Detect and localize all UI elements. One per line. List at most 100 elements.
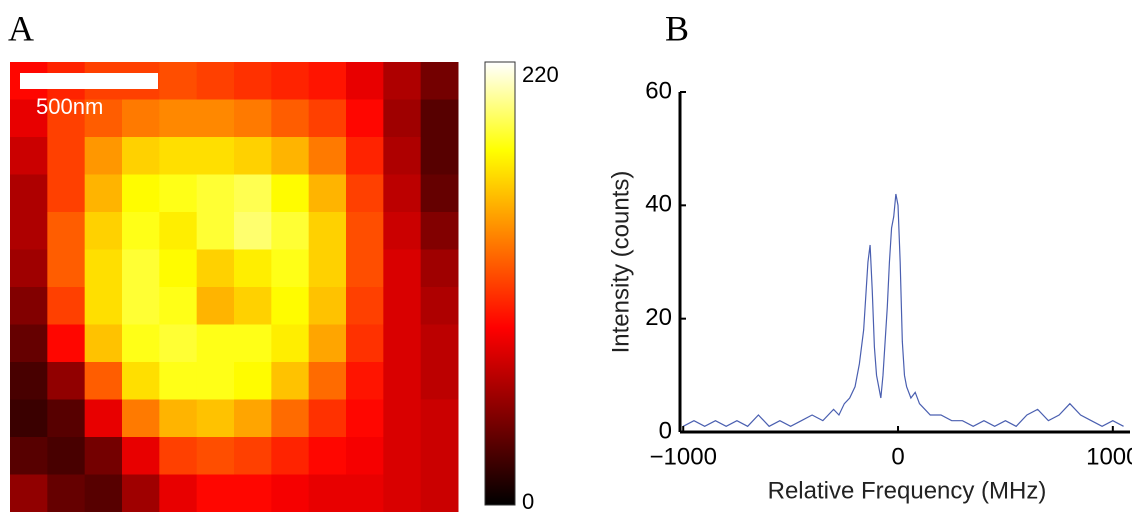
heat-cell [47,212,86,250]
heat-cell [47,437,86,475]
heat-cell [234,437,272,475]
x-tick-label: −1000 [650,443,717,470]
colorbar [484,61,516,506]
heat-cell [234,324,272,363]
heat-cell [84,474,123,513]
heat-cell [271,474,310,513]
heat-cell [10,99,48,138]
heat-cell [308,212,347,250]
heat-cell [159,362,198,400]
heat-cell [10,399,48,438]
heat-cell [383,137,422,175]
heat-cell [159,174,198,213]
y-axis-label: Intensity (counts) [607,171,634,354]
heat-cell [308,362,347,400]
heat-cell [346,362,384,400]
heat-cell [234,99,272,138]
heat-cell [271,137,310,175]
heat-cell [196,474,235,513]
heat-cell [420,99,459,138]
heat-cell [420,362,459,400]
heat-cell [10,249,48,288]
heat-cell [84,362,123,400]
x-tick-label: 0 [891,443,904,470]
heat-cell [159,437,198,475]
heat-cell [234,137,272,175]
heat-cell [420,474,459,513]
heat-cell [196,287,235,325]
heat-cell [346,324,384,363]
heat-cell [308,174,347,213]
heat-cell [383,362,422,400]
heat-cell [159,474,198,513]
colorbar-tick-label: 0 [522,489,534,512]
heat-cell [159,212,198,250]
panel-label: B [665,8,689,48]
heat-cell [234,362,272,400]
heat-cell [308,62,347,100]
heat-cell [122,474,160,513]
heat-cell [308,437,347,475]
heat-cell [47,249,86,288]
heat-cell [383,249,422,288]
heat-cell [271,249,310,288]
heat-cell [122,324,160,363]
line-series [682,193,1124,428]
heat-cell [10,437,48,475]
heat-cell [159,324,198,363]
heat-cell [122,99,160,138]
heat-cell [383,437,422,475]
heat-cell [271,174,310,213]
heat-cell [420,137,459,175]
heat-cell [159,99,198,138]
heat-cell [383,399,422,438]
heat-cell [420,249,459,288]
y-tick-label: 0 [659,417,672,444]
colorbar-tick-label: 220 [522,62,559,87]
heat-cell [346,437,384,475]
heat-cell [346,174,384,213]
heat-cell [122,399,160,438]
heat-cell [122,362,160,400]
x-tick-label: 1000 [1086,443,1132,470]
heat-cell [84,212,123,250]
heat-cell [383,324,422,363]
heat-cell [10,324,48,363]
heat-cell [196,362,235,400]
heat-cell [383,287,422,325]
heat-cell [383,99,422,138]
heat-cell [47,287,86,325]
heat-cell [346,249,384,288]
heat-cell [271,287,310,325]
heat-cell [84,287,123,325]
heat-cell [122,137,160,175]
heat-cell [234,399,272,438]
heat-cell [10,362,48,400]
heat-cell [10,174,48,213]
panel-label: A [8,8,34,48]
heat-cell [383,174,422,213]
heat-cell [159,137,198,175]
heat-cell [84,324,123,363]
heat-cell [308,137,347,175]
heat-cell [159,399,198,438]
heat-cell [122,437,160,475]
heat-cell [271,212,310,250]
heat-cell [271,324,310,363]
y-tick-label: 40 [645,191,672,218]
heat-cell [234,249,272,288]
heat-cell [346,137,384,175]
heat-cell [159,287,198,325]
heat-cell [84,99,123,138]
heat-cell [420,399,459,438]
heat-cell [234,212,272,250]
heat-cell [84,174,123,213]
heat-cell [47,474,86,513]
heat-cell [271,62,310,100]
heat-cell [122,249,160,288]
heat-cell [47,324,86,363]
heat-cell [10,212,48,250]
heat-cell [346,287,384,325]
heat-cell [122,212,160,250]
